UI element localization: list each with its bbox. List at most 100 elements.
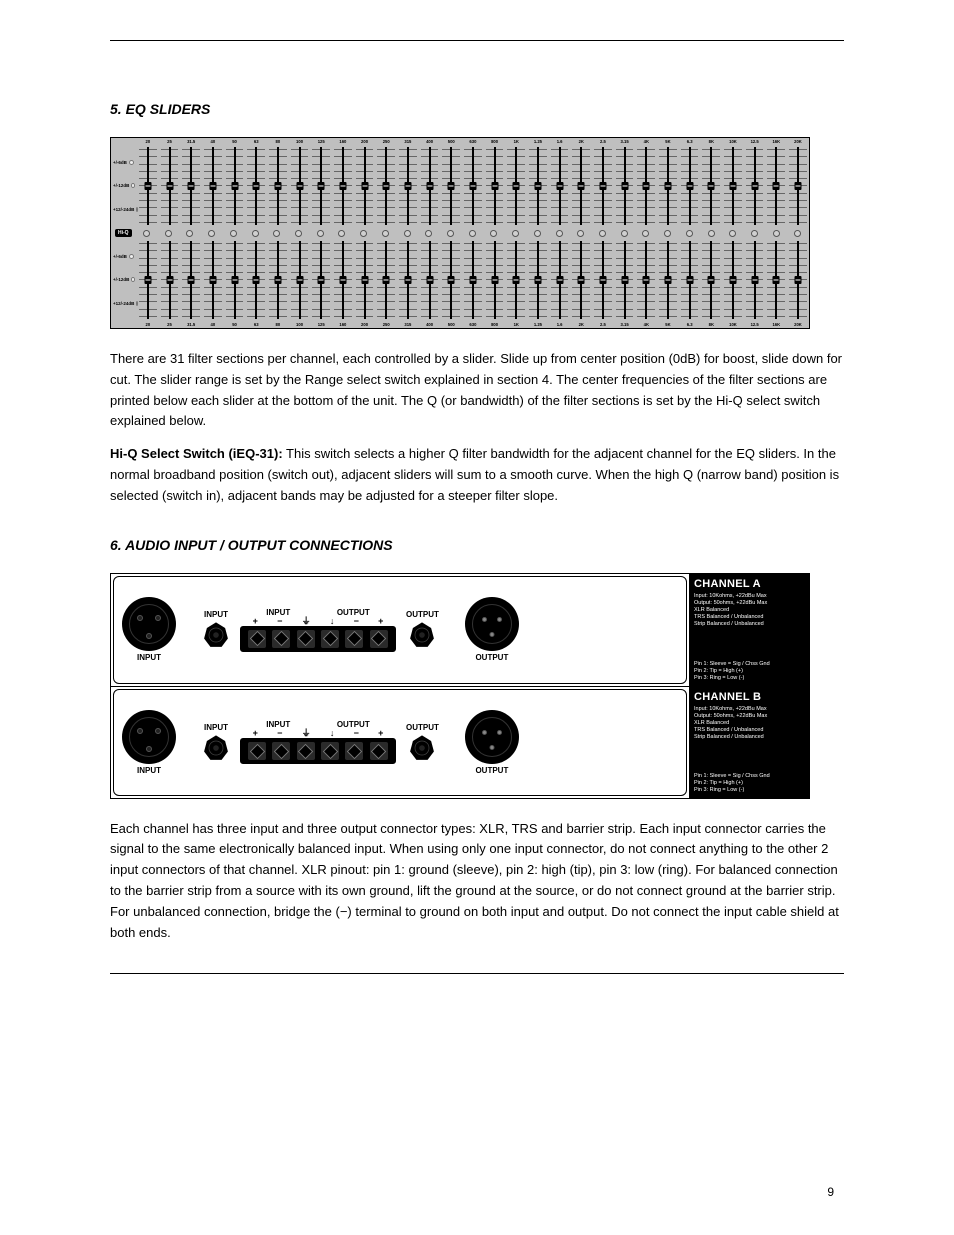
eq-slider[interactable] — [722, 145, 744, 227]
eq-slider[interactable] — [419, 239, 441, 321]
eq-slider[interactable] — [570, 239, 592, 321]
barrier-terminal[interactable] — [297, 630, 315, 648]
trs-output-connector[interactable] — [408, 734, 436, 762]
eq-slider[interactable] — [570, 145, 592, 227]
trs-output-block: OUTPUT — [406, 610, 439, 649]
eq-slider[interactable] — [354, 239, 376, 321]
eq-slider[interactable] — [267, 145, 289, 227]
eq-slider[interactable] — [787, 145, 809, 227]
eq-slider[interactable] — [267, 239, 289, 321]
eq-slider[interactable] — [549, 145, 571, 227]
eq-slider[interactable] — [202, 145, 224, 227]
eq-slider[interactable] — [159, 145, 181, 227]
trs-output-connector[interactable] — [408, 621, 436, 649]
section-5-num: 5. — [110, 101, 122, 117]
eq-slider[interactable] — [635, 239, 657, 321]
s5-hiq: Hi-Q Select Switch (iEQ-31): This switch… — [110, 444, 844, 506]
freq-label: 6.3 — [679, 139, 701, 144]
eq-slider[interactable] — [354, 145, 376, 227]
pin-line: Pin 3: Ring = Low (-) — [694, 787, 804, 794]
eq-slider[interactable] — [484, 239, 506, 321]
hiq-indicator — [613, 230, 635, 237]
freq-label: 1.6 — [549, 139, 571, 144]
channel-title: CHANNEL B — [694, 691, 804, 705]
barrier-terminal[interactable] — [272, 630, 290, 648]
freq-label: 1.25 — [527, 139, 549, 144]
eq-slider[interactable] — [310, 145, 332, 227]
pin-line: Pin 2: Tip = High (+) — [694, 668, 804, 675]
barrier-strip[interactable] — [240, 738, 396, 764]
eq-slider[interactable] — [419, 145, 441, 227]
barrier-terminal[interactable] — [321, 742, 339, 760]
barrier-terminal[interactable] — [370, 742, 388, 760]
barrier-terminal[interactable] — [345, 742, 363, 760]
barrier-terminal[interactable] — [345, 630, 363, 648]
barrier-terminal[interactable] — [248, 630, 266, 648]
eq-slider[interactable] — [440, 145, 462, 227]
eq-slider[interactable] — [159, 239, 181, 321]
freq-label: 2K — [570, 139, 592, 144]
xlr-input-connector[interactable] — [122, 710, 176, 764]
barrier-strip[interactable] — [240, 626, 396, 652]
barrier-sign: + — [378, 729, 383, 738]
barrier-terminal[interactable] — [297, 742, 315, 760]
eq-slider[interactable] — [592, 239, 614, 321]
eq-slider[interactable] — [224, 239, 246, 321]
eq-slider[interactable] — [202, 239, 224, 321]
eq-slider[interactable] — [722, 239, 744, 321]
eq-slider[interactable] — [505, 145, 527, 227]
eq-slider[interactable] — [679, 239, 701, 321]
eq-slider[interactable] — [440, 239, 462, 321]
eq-slider[interactable] — [765, 239, 787, 321]
trs-input-connector[interactable] — [202, 621, 230, 649]
eq-slider[interactable] — [332, 239, 354, 321]
eq-slider[interactable] — [744, 145, 766, 227]
barrier-terminal[interactable] — [370, 630, 388, 648]
barrier-terminal[interactable] — [248, 742, 266, 760]
eq-slider[interactable] — [137, 145, 159, 227]
eq-slider[interactable] — [224, 145, 246, 227]
barrier-terminal[interactable] — [321, 630, 339, 648]
eq-slider[interactable] — [679, 145, 701, 227]
hiq-indicator — [418, 230, 440, 237]
eq-slider[interactable] — [700, 145, 722, 227]
eq-slider[interactable] — [527, 239, 549, 321]
eq-slider[interactable] — [397, 145, 419, 227]
xlr-output-connector[interactable] — [465, 710, 519, 764]
spec-line: Input: 10Kohms, +22dBu Max — [694, 706, 804, 713]
eq-slider[interactable] — [397, 239, 419, 321]
eq-slider[interactable] — [375, 145, 397, 227]
trs-input-connector[interactable] — [202, 734, 230, 762]
xlr-output-connector[interactable] — [465, 597, 519, 651]
eq-slider[interactable] — [505, 239, 527, 321]
eq-slider[interactable] — [635, 145, 657, 227]
eq-slider[interactable] — [700, 239, 722, 321]
eq-slider[interactable] — [137, 239, 159, 321]
eq-slider[interactable] — [592, 145, 614, 227]
eq-slider[interactable] — [289, 239, 311, 321]
eq-slider[interactable] — [462, 239, 484, 321]
freq-label: 3.15 — [614, 322, 636, 327]
eq-slider[interactable] — [289, 145, 311, 227]
eq-slider[interactable] — [765, 145, 787, 227]
eq-slider[interactable] — [375, 239, 397, 321]
eq-slider[interactable] — [245, 239, 267, 321]
eq-slider[interactable] — [614, 145, 636, 227]
eq-slider[interactable] — [787, 239, 809, 321]
eq-slider[interactable] — [549, 239, 571, 321]
eq-slider[interactable] — [484, 145, 506, 227]
eq-slider[interactable] — [180, 145, 202, 227]
eq-slider[interactable] — [527, 145, 549, 227]
eq-slider[interactable] — [744, 239, 766, 321]
eq-slider[interactable] — [332, 145, 354, 227]
barrier-terminal[interactable] — [272, 742, 290, 760]
eq-slider[interactable] — [657, 239, 679, 321]
eq-slider[interactable] — [245, 145, 267, 227]
eq-slider[interactable] — [462, 145, 484, 227]
eq-slider[interactable] — [614, 239, 636, 321]
eq-slider[interactable] — [310, 239, 332, 321]
eq-slider[interactable] — [180, 239, 202, 321]
xlr-input-connector[interactable] — [122, 597, 176, 651]
eq-slider[interactable] — [657, 145, 679, 227]
barrier-sign: + — [378, 617, 383, 626]
